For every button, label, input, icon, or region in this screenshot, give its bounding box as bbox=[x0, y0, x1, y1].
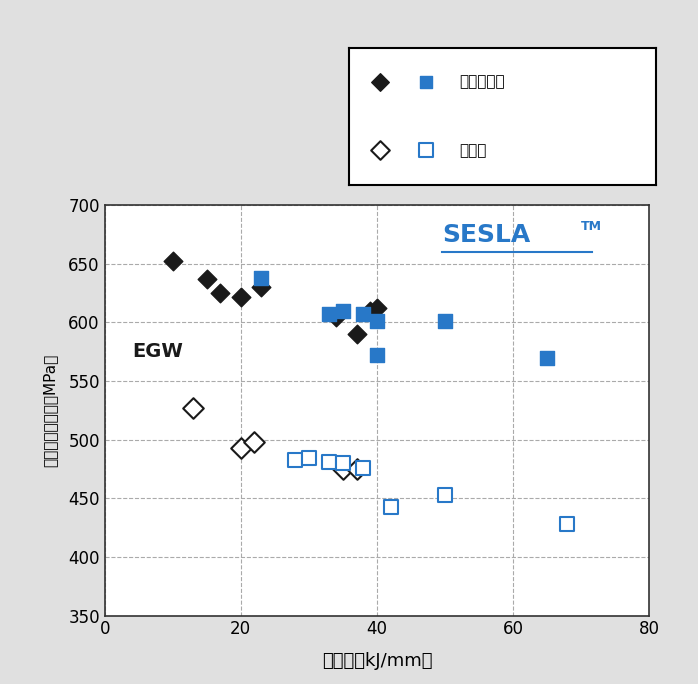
Point bbox=[357, 308, 369, 319]
Point bbox=[337, 458, 348, 469]
Text: SESLA: SESLA bbox=[443, 223, 530, 247]
Point bbox=[248, 436, 260, 447]
Point bbox=[351, 329, 362, 340]
Point bbox=[324, 308, 335, 319]
Point bbox=[371, 350, 383, 360]
Point bbox=[385, 501, 396, 512]
Point bbox=[440, 489, 451, 500]
Point bbox=[337, 305, 348, 316]
Point bbox=[440, 316, 451, 327]
Point bbox=[337, 464, 348, 475]
Point bbox=[542, 352, 553, 363]
Point bbox=[168, 256, 179, 267]
Point bbox=[290, 454, 301, 465]
Point bbox=[357, 462, 369, 473]
Point bbox=[235, 443, 246, 453]
Point bbox=[374, 77, 385, 88]
Point bbox=[420, 77, 431, 88]
Text: ：引張強さ: ：引張強さ bbox=[459, 75, 505, 90]
Point bbox=[188, 403, 199, 414]
Point bbox=[562, 518, 573, 529]
Point bbox=[364, 305, 376, 316]
X-axis label: 入熱量（kJ/mm）: 入熱量（kJ/mm） bbox=[322, 653, 432, 670]
Point bbox=[235, 291, 246, 302]
Point bbox=[255, 272, 267, 283]
Point bbox=[331, 311, 342, 322]
Text: ：耔力: ：耔力 bbox=[459, 143, 487, 158]
Point bbox=[420, 145, 431, 156]
Point bbox=[371, 316, 383, 327]
Point bbox=[255, 282, 267, 293]
Point bbox=[371, 303, 383, 314]
Point bbox=[374, 145, 385, 156]
Y-axis label: 耔力・引張強さ（MPa）: 耔力・引張強さ（MPa） bbox=[42, 354, 57, 467]
Point bbox=[324, 456, 335, 467]
Point bbox=[303, 453, 314, 464]
Point bbox=[351, 464, 362, 475]
Text: EGW: EGW bbox=[132, 342, 183, 361]
Point bbox=[215, 288, 226, 299]
Text: TM: TM bbox=[581, 220, 602, 233]
Point bbox=[201, 274, 212, 285]
